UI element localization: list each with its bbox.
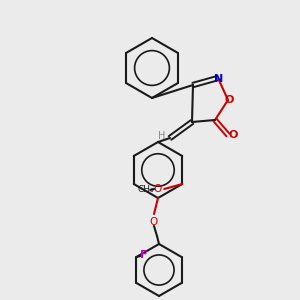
Text: F: F [140, 250, 147, 260]
Text: O: O [153, 184, 161, 194]
Text: CH₃: CH₃ [138, 185, 154, 194]
Text: H: H [158, 131, 166, 141]
Text: N: N [214, 74, 224, 84]
Text: O: O [228, 130, 238, 140]
Text: O: O [224, 95, 234, 105]
Text: O: O [150, 217, 158, 227]
